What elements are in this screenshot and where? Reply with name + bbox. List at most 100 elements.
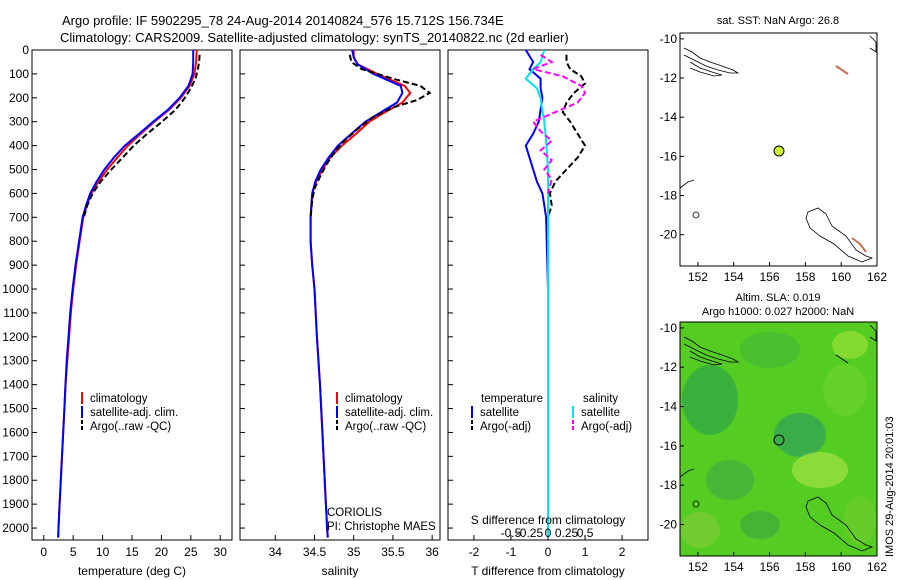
coastline [692, 211, 700, 219]
x-tick-label: 34.5 [303, 545, 327, 559]
s-tick-label: 0.5 [577, 526, 594, 540]
series-line-climatology [309, 50, 412, 538]
legend-label-satellite: satellite-adj. clim. [90, 407, 178, 419]
depth-tick-label: 900 [9, 258, 29, 272]
coastline [851, 237, 867, 253]
depth-tick-label: 1400 [2, 378, 29, 392]
argo-float-marker [773, 145, 785, 157]
coastline [683, 47, 740, 74]
depth-tick-label: 1100 [3, 306, 29, 320]
x-tick-label: -2 [469, 545, 480, 559]
imos-timestamp: IMOS 29-Aug-2014 20:01:03 [884, 416, 896, 557]
s-tick-label: -0.5 [501, 526, 522, 540]
map-x-tick-label: 152 [688, 560, 708, 574]
sla-field-patch [792, 452, 848, 488]
legend-label-argo: Argo(..raw -QC) [345, 421, 426, 433]
map-x-tick-label: 162 [867, 270, 887, 284]
figure-subtitle: Climatology: CARS2009. Satellite-adjuste… [60, 30, 569, 45]
depth-axis: 0 100 200 300 400 500 600 700 800 900 1000 1100 1200… [2, 43, 453, 535]
series-line-satellite-adj-clim [57, 50, 195, 538]
s-tick-label: -0.25 [516, 526, 544, 540]
coastline [835, 65, 849, 75]
legend-title-temperature: temperature [481, 393, 543, 405]
map-y-tick-label: -14 [660, 110, 678, 124]
legend-label-t-argo: Argo(-adj) [480, 421, 531, 433]
x-tick-label: 34 [269, 545, 283, 559]
argo-float-marker [773, 434, 785, 446]
salinity-xlabel: salinity [322, 564, 359, 578]
depth-tick-label: 100 [9, 67, 29, 81]
depth-tick-label: 700 [9, 210, 29, 224]
depth-tick-label: 200 [9, 91, 29, 105]
difference-legend: temperature salinity satellite Argo(-adj… [471, 393, 632, 433]
map-x-tick-label: 152 [688, 270, 708, 284]
map-x-tick-label: 162 [867, 560, 887, 574]
coastline [689, 61, 723, 77]
salinity-panel-frame [239, 49, 441, 541]
map-x-tick-label: 158 [795, 560, 815, 574]
difference-xlabel: T difference from climatology [471, 564, 625, 578]
coastline [683, 336, 740, 363]
coastline [869, 324, 877, 342]
map-y-tick-label: -16 [660, 149, 678, 163]
coastline [679, 179, 695, 189]
sla-map-field [680, 322, 877, 556]
coastline [679, 468, 695, 478]
legend-label-satellite: satellite-adj. clim. [345, 407, 433, 419]
x-tick-label: 0 [40, 545, 47, 559]
legend-label-climatology: climatology [345, 393, 403, 405]
series-line-temperature-argo-adj [547, 54, 587, 218]
depth-tick-label: 1200 [2, 330, 29, 344]
series-line-argo-raw-qc [309, 54, 432, 218]
x-tick-label: 5 [70, 545, 77, 559]
x-tick-label: -1 [506, 545, 517, 559]
series-line-salinity-satellite [524, 49, 549, 538]
depth-tick-label: 1600 [2, 425, 29, 439]
x-axes: 0 5 10 15 20 25 30 34 34.5 35 35.5 36 -2 -1 0 1 2 [40, 535, 626, 559]
s-difference-label: S difference from climatology [471, 513, 626, 527]
sla-field-patch [706, 460, 754, 500]
sla-map-title-line2: Argo h1000: 0.027 h2000: NaN [702, 306, 854, 318]
figure-title: Argo profile: IF 5902295_78 24-Aug-2014 … [62, 13, 504, 28]
s-tick-label: 0 [545, 526, 552, 540]
sla-field-patch [832, 331, 868, 359]
depth-tick-label: 1300 [2, 354, 29, 368]
depth-tick-label: 1900 [2, 497, 29, 511]
series-line-salinity-argo-adj [529, 53, 587, 194]
depth-tick-label: 800 [9, 234, 29, 248]
x-tick-label: 35.5 [381, 545, 405, 559]
map-x-tick-label: 154 [724, 560, 744, 574]
x-tick-label: 35 [347, 545, 361, 559]
x-tick-label: 36 [425, 545, 439, 559]
depth-tick-label: 2000 [2, 521, 29, 535]
map-x-tick-label: 160 [831, 270, 851, 284]
map-x-tick-label: 156 [760, 560, 780, 574]
sla-field-patch [680, 512, 720, 548]
depth-tick-label: 300 [9, 115, 29, 129]
x-tick-label: 2 [619, 545, 626, 559]
sla-field-patch [823, 364, 867, 416]
temperature-legend: climatology satellite-adj. clim. Argo(..… [81, 392, 178, 433]
sla-field-patch [740, 332, 800, 368]
depth-tick-label: 1500 [2, 402, 29, 416]
depth-tick-label: 500 [9, 163, 29, 177]
sla-map-title-line1: Altim. SLA: 0.019 [736, 292, 821, 304]
sla-field-patch [682, 365, 738, 435]
depth-tick-label: 1700 [2, 449, 29, 463]
map-x-tick-label: 156 [760, 270, 780, 284]
profile-lines [57, 49, 587, 538]
x-tick-label: 1 [582, 545, 589, 559]
series-line-argo-raw-qc [82, 54, 201, 218]
sst-map-title: sat. SST: NaN Argo: 26.8 [717, 15, 839, 27]
coastline [805, 207, 874, 263]
map-y-tick-label: -20 [660, 518, 678, 532]
map-y-tick-label: -12 [660, 71, 678, 85]
map-y-tick-label: -12 [660, 360, 678, 374]
x-tick-label: 30 [214, 545, 228, 559]
legend-title-salinity: salinity [583, 393, 618, 405]
temperature-xlabel: temperature (deg C) [78, 564, 186, 578]
map-y-tick-label: -10 [660, 321, 678, 335]
depth-tick-label: 1800 [2, 473, 29, 487]
s-tick-label: 0.25 [555, 526, 579, 540]
